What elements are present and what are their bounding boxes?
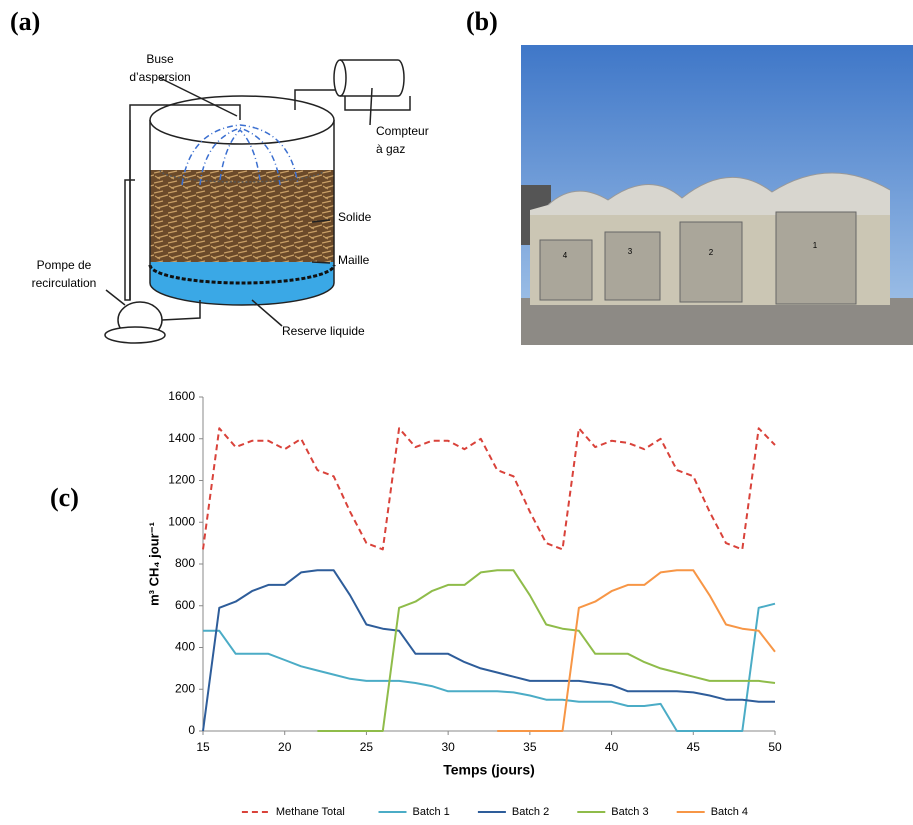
x-tick-label: 35 — [523, 740, 537, 754]
x-tick-label: 25 — [360, 740, 374, 754]
series-line — [317, 569, 776, 732]
door-number: 4 — [563, 251, 568, 260]
x-tick-label: 20 — [278, 740, 292, 754]
diagram-label: Pompe de recirculation — [32, 258, 97, 290]
x-tick-label: 50 — [768, 740, 782, 754]
series-line — [497, 569, 776, 732]
label-line: Compteur — [376, 124, 429, 138]
chart: 0 200 400 600 800 1000 1200 1400 1600 15 20 25 30 35 4… — [168, 389, 782, 818]
label-line: recirculation — [32, 276, 97, 290]
door-number: 2 — [709, 248, 714, 257]
y-tick-label: 200 — [175, 681, 195, 695]
y-axis-label: m³ CH₄ jour⁻¹ — [146, 522, 161, 606]
y-tick-label: 1200 — [168, 473, 195, 487]
x-tick-label: 15 — [196, 740, 210, 754]
label-line: Buse — [146, 52, 174, 66]
y-tick-label: 1400 — [168, 431, 195, 445]
diagram-label: Maille — [338, 253, 370, 267]
y-tick-label: 600 — [175, 598, 195, 612]
door-number: 3 — [628, 247, 633, 256]
reactor-diagram — [104, 59, 411, 344]
y-tick-label: 0 — [188, 723, 195, 737]
legend-label: Batch 1 — [413, 806, 450, 818]
panel-label: (a) — [10, 7, 40, 36]
legend-label: Batch 3 — [611, 806, 648, 818]
diagram-label: Compteur à gaz — [376, 124, 429, 156]
diagram-label: Reserve liquide — [282, 324, 365, 338]
y-tick-label: 1600 — [168, 389, 195, 403]
y-tick-label: 800 — [175, 556, 195, 570]
legend-label: Batch 2 — [512, 806, 549, 818]
panel-label: (c) — [50, 483, 79, 512]
series-line — [202, 427, 776, 551]
y-tick-label: 1000 — [168, 514, 195, 528]
diagram-label: Buse d’aspersion — [129, 52, 190, 84]
x-axis-label: Temps (jours) — [443, 762, 535, 778]
photo — [521, 45, 913, 345]
x-tick-label: 45 — [687, 740, 701, 754]
label-line: à gaz — [376, 142, 405, 156]
diagram-label: Solide — [338, 210, 372, 224]
label-line: d’aspersion — [129, 70, 190, 84]
y-tick-label: 400 — [175, 640, 195, 654]
panel-label: (b) — [466, 7, 498, 36]
series-line — [202, 569, 775, 732]
legend-label: Methane Total — [276, 806, 345, 818]
x-tick-label: 30 — [441, 740, 455, 754]
x-tick-label: 40 — [605, 740, 619, 754]
series-line — [203, 602, 776, 732]
door-number: 1 — [813, 241, 818, 250]
label-line: Pompe de — [37, 258, 92, 272]
legend-label: Batch 4 — [711, 806, 748, 818]
